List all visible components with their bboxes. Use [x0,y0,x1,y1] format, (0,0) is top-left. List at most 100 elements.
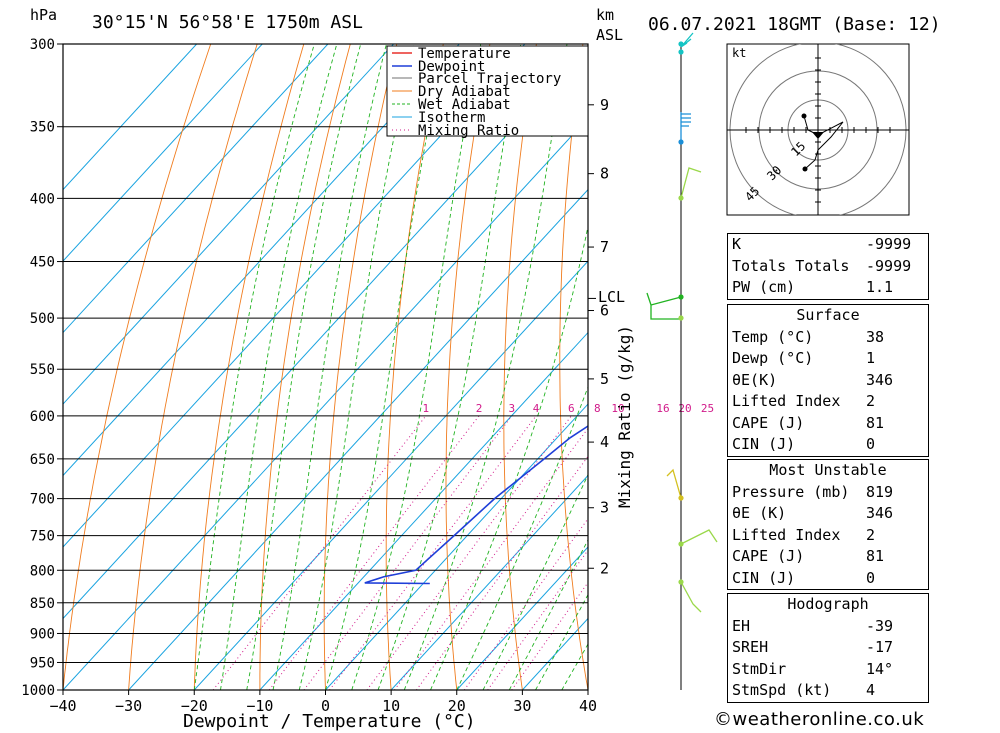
isotherm-line [63,44,198,191]
temperature-tick-label: 40 [579,697,597,715]
hodograph-ticks [745,57,891,203]
pressure-tick-label: 650 [30,452,55,468]
wind-barb [680,167,702,199]
most-unstable-table: Most Unstable Pressure (mb) 819 θE (K) 346… [727,459,929,590]
mu-row: CAPE (J) 81 [728,546,928,568]
x-axis-title: Dewpoint / Temperature (°C) [183,711,476,732]
mixing-ratio-label: 4 [533,402,540,415]
lcl-label: LCL [598,288,625,306]
mu-row: θE (K) 346 [728,503,928,525]
dry-adiabat-line [63,44,212,690]
dry-adiabat-line [667,44,720,690]
index-label: θE (K) [732,504,787,522]
wind-level-dot [678,41,684,47]
index-value: 819 [866,482,894,501]
mixing-ratio-label: 3 [508,402,515,415]
wind-level-dot [678,579,684,585]
mixing-ratio-label: 10 [611,402,624,415]
index-label: SREH [732,638,769,656]
index-label: PW (cm) [732,278,796,296]
isotherm-line [128,188,588,690]
index-label: CAPE (J) [732,547,805,565]
isobars [63,43,588,691]
index-label: CIN (J) [732,435,796,453]
dry-adiabat-line [128,44,258,690]
index-label: CIN (J) [732,568,796,587]
copyright-footer[interactable]: ©weatheronline.co.uk [714,709,925,730]
wind-level-dot [678,195,684,201]
most-unstable-title: Most Unstable [769,461,887,479]
index-value: 81 [866,413,885,432]
dry-adiabat-line [323,44,398,690]
index-label: Lifted Index [732,525,841,544]
pressure-tick-label: 800 [30,563,55,579]
pressure-tick-label: 300 [30,37,55,53]
mu-row: Lifted Index 2 [728,525,928,547]
km-tick-label: 3 [600,499,609,517]
location-title: 30°15'N 56°58'E 1750m ASL [92,12,363,33]
wind-level-dot [678,294,684,300]
wind-barb [680,112,691,142]
surface-row: Temp (°C) 38 [728,327,928,349]
legend-isotherm: Isotherm [418,110,485,126]
isotherm-line [63,44,394,405]
temperature-tick-label: 30 [513,697,531,715]
wind-barb [680,581,702,613]
index-value: 0 [866,435,876,453]
dry-adiabat-line [955,44,1000,690]
pressure-tick-label: 400 [30,191,55,207]
km-tick-label: 8 [600,165,609,183]
index-value: -9999 [866,256,912,275]
index-label: EH [732,616,751,635]
index-value: 2 [866,525,876,544]
km-tick-label: 2 [600,559,609,577]
mixing-ratio-label: 6 [568,402,575,415]
pressure-tick-label: 500 [30,311,55,327]
mixing-ratio-label: 20 [678,402,691,415]
index-value: 2 [866,392,876,410]
mixing-ratio-label: 16 [656,402,669,415]
isotherm-line [63,44,329,334]
wind-barbs [646,32,718,613]
mixing-ratio-label: 8 [594,402,601,415]
profiles [364,425,588,585]
pressure-tick-label: 350 [30,120,55,136]
wind-level-dot [678,139,684,145]
wind-level-dot [678,495,684,501]
mixing-ratio-label: 2 [476,402,483,415]
surface-row: Lifted Index 2 [728,391,928,413]
hodograph-point-upper [801,113,807,119]
datetime-title: 06.07.2021 18GMT (Base: 12) [648,14,941,35]
index-label: StmDir [732,659,787,678]
pressure-tick-label: 700 [30,492,55,508]
wet-adiabat-line [298,44,415,690]
dry-adiabat-line [559,44,588,690]
temperature-tick-label: 10 [382,697,400,715]
dewpoint-profile [364,425,588,585]
mixing-ratio-line [366,415,572,690]
wind-level-dot [678,49,684,55]
mixing-ratio-labels: 1 2 3 4 6 8 10 16 20 25 [422,402,714,415]
wet-adiabat-line [403,44,568,690]
surface-table: Surface Temp (°C) 38 Dewp (°C) 1 θE(K) 346 … [727,304,929,457]
index-row-totals: Totals Totals -9999 [728,256,928,278]
wet-adiabat-line [220,44,338,690]
surface-row: CIN (J) 0 [728,434,928,456]
surface-row: CAPE (J) 81 [728,413,928,435]
pressure-unit-label: hPa [30,6,57,24]
km-tick-label: 4 [600,433,609,451]
index-value: 81 [866,547,885,565]
isotherm-line [193,260,588,690]
temperature-tick-label: −30 [115,697,142,715]
wet-adiabat-line [325,44,447,690]
storm-motion-marker [812,132,824,139]
wet-adiabat-line [246,44,362,690]
index-label: Lifted Index [732,392,841,410]
index-value: 346 [866,370,894,389]
legend-wet-adiabat: Wet Adiabat [418,97,511,113]
height-axis: 2 3 4 5 6 7 8 9 [588,96,609,577]
wind-level-dot [678,315,684,321]
dry-adiabat-line [445,44,491,690]
pressure-tick-label: 550 [30,362,55,378]
